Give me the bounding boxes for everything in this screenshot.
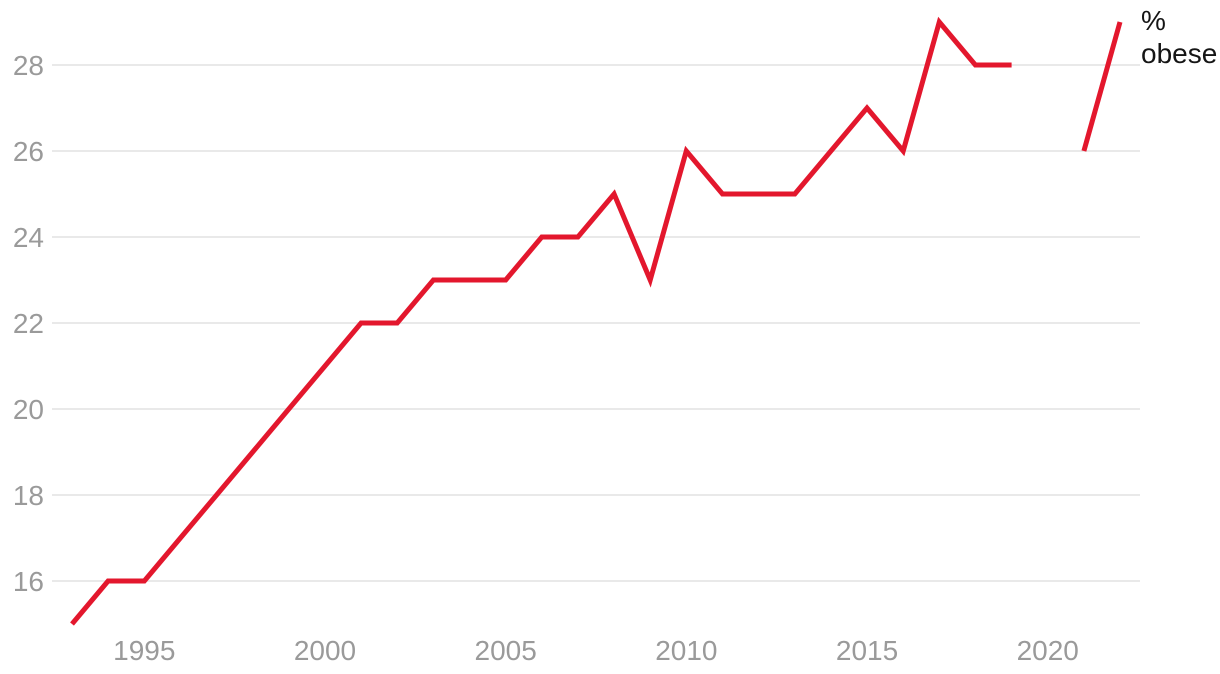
x-axis-label-2020: 2020 xyxy=(1017,635,1079,666)
x-axis-label-2005: 2005 xyxy=(475,635,537,666)
y-axis-label-18: 18 xyxy=(13,480,44,511)
series-label-line-1: % xyxy=(1141,5,1166,36)
x-axis-label-2000: 2000 xyxy=(294,635,356,666)
y-axis-label-16: 16 xyxy=(13,566,44,597)
y-axis-label-22: 22 xyxy=(13,308,44,339)
x-axis-label-1995: 1995 xyxy=(113,635,175,666)
y-axis-label-28: 28 xyxy=(13,50,44,81)
y-axis-label-24: 24 xyxy=(13,222,44,253)
obesity-trend-line-segment-2 xyxy=(1081,21,1123,152)
series-label-line-2: obese xyxy=(1141,38,1217,69)
y-axis-label-20: 20 xyxy=(13,394,44,425)
x-axis-label-2010: 2010 xyxy=(655,635,717,666)
x-axis-label-2015: 2015 xyxy=(836,635,898,666)
y-axis-label-26: 26 xyxy=(13,136,44,167)
obesity-trend-line-segment-1 xyxy=(70,16,1012,626)
